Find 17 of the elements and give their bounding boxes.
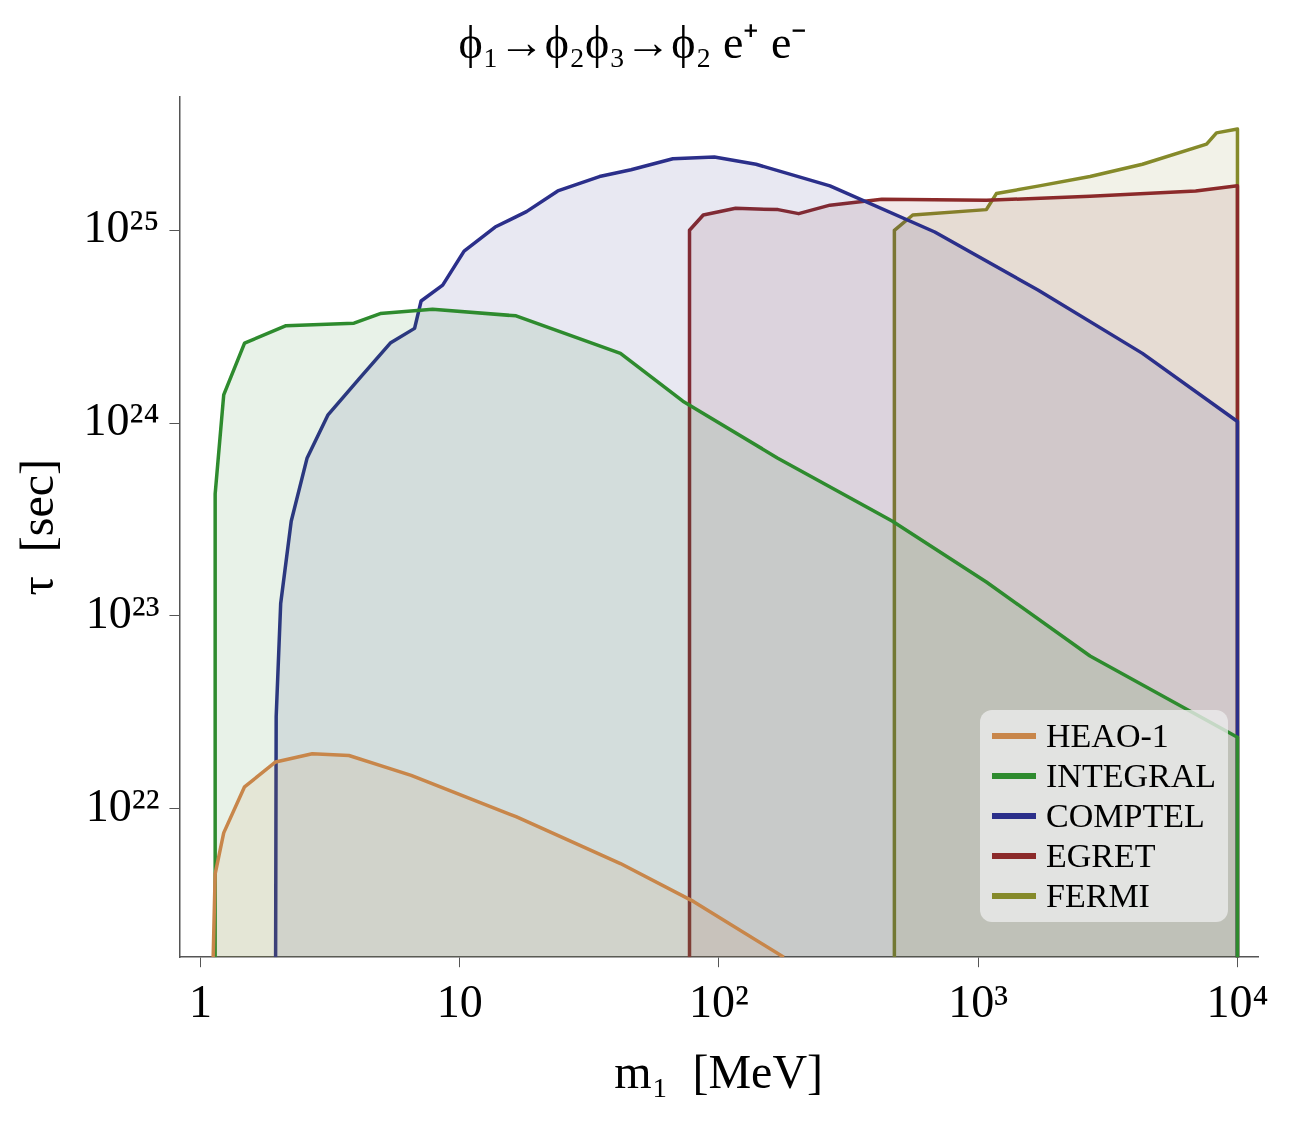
legend-label: COMPTEL <box>1046 796 1205 837</box>
x-tick-label: 10³ <box>948 975 1009 1027</box>
chart-title: ϕ₁→ϕ₂ϕ₃→ϕ₂ e⁺ e⁻ <box>458 16 808 68</box>
legend-label: HEAO-1 <box>1046 716 1169 757</box>
x-tick-label: 10 <box>436 975 483 1027</box>
x-axis-title: m₁ [MeV] <box>614 1044 824 1098</box>
legend-label: INTEGRAL <box>1046 756 1216 797</box>
y-tick-label: 10²⁵ <box>83 201 160 253</box>
x-tick-label: 10⁴ <box>1206 975 1269 1027</box>
x-tick-label: 10² <box>689 975 749 1027</box>
series-label: FERMI <box>1046 876 1150 917</box>
y-tick-label: 10²⁴ <box>83 394 160 446</box>
x-tick-label: 1 <box>188 975 212 1027</box>
y-tick-label: 10²³ <box>85 587 160 639</box>
y-axis-title: τ [sec] <box>10 458 64 596</box>
y-tick-label: 10²² <box>85 779 160 831</box>
legend-label: EGRET <box>1046 836 1156 877</box>
